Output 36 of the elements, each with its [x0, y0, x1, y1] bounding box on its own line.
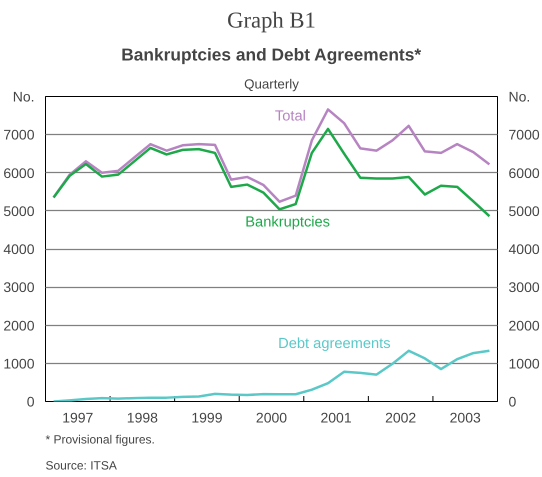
- x-tick-label: 2003: [450, 410, 481, 426]
- y-axis-title: No.: [12, 88, 35, 104]
- y2-tick-label: 4000: [508, 241, 540, 257]
- y2-tick-label: 3000: [508, 279, 540, 296]
- x-tick-label: 1997: [62, 410, 94, 426]
- y2-axis-title: No.: [508, 88, 530, 104]
- x-tick-label: 1998: [126, 410, 158, 426]
- x-tick-label: 1999: [191, 410, 223, 426]
- y2-tick-label: 7000: [508, 126, 540, 143]
- y-tick-label: 7000: [3, 126, 35, 143]
- series-label: Total: [274, 108, 306, 124]
- line-series: [52, 108, 491, 203]
- series-label: Debt agreements: [278, 336, 391, 352]
- x-tick-label: 2002: [385, 410, 416, 426]
- y-tick-label: 3000: [3, 279, 35, 296]
- chart-subtitle: Bankruptcies and Debt Agreements*: [121, 44, 422, 64]
- y2-tick-label: 2000: [508, 317, 540, 334]
- chart-title: Graph B1: [227, 8, 316, 32]
- y-tick-label: 4000: [3, 241, 35, 257]
- y2-tick-label: 0: [508, 394, 516, 410]
- line-series: [52, 128, 491, 218]
- x-tick-label: 2000: [256, 410, 288, 426]
- y2-tick-label: 6000: [508, 164, 540, 181]
- y-tick-label: 0: [26, 394, 35, 410]
- y2-tick-label: 5000: [508, 202, 540, 219]
- series-label: Bankruptcies: [245, 214, 330, 231]
- text: * Provisional figures.: [46, 432, 155, 446]
- y-tick-label: 5000: [3, 202, 35, 219]
- source-note: Source: ITSA: [46, 458, 117, 472]
- x-tick-label: 2001: [320, 410, 352, 426]
- y-tick-label: 1000: [3, 355, 35, 372]
- y2-tick-label: 1000: [508, 355, 540, 372]
- y-tick-label: 6000: [3, 164, 35, 181]
- text: Quarterly: [244, 76, 300, 92]
- line-series: [52, 350, 491, 402]
- y-tick-label: 2000: [3, 317, 35, 334]
